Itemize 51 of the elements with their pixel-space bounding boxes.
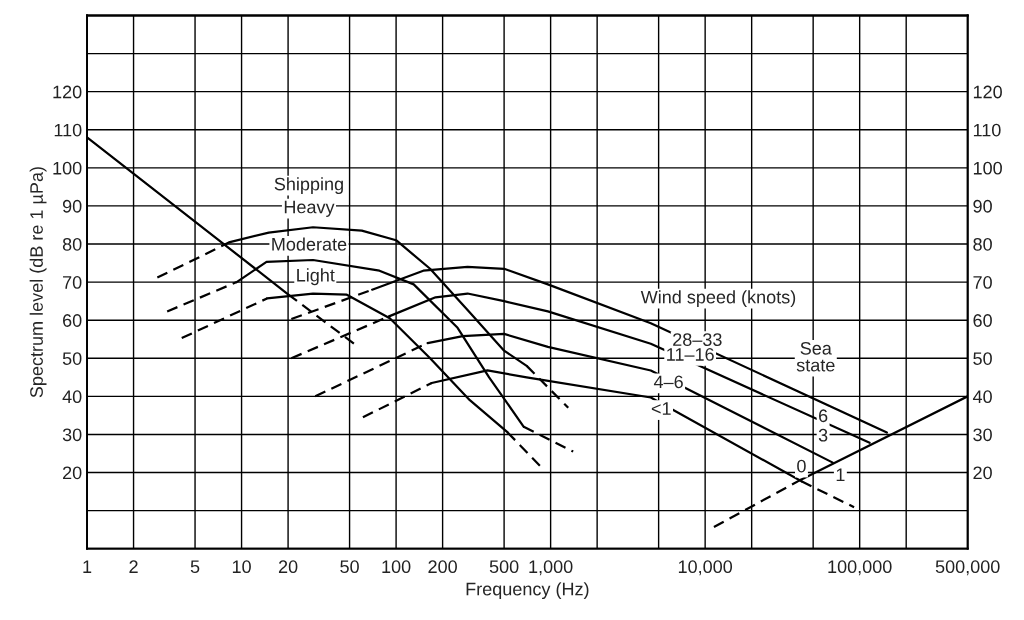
annotation: 6 xyxy=(819,409,828,423)
y-tick-label: 70 xyxy=(63,276,82,289)
y2-tick-label: 30 xyxy=(973,428,992,442)
y2-tick-label: 60 xyxy=(973,314,992,327)
x-tick-label: 200 xyxy=(428,560,457,574)
y-tick-label: 110 xyxy=(54,123,82,137)
x-tick-label: 10 xyxy=(232,560,251,574)
y-tick-label: 80 xyxy=(62,237,82,251)
y-tick-label: 40 xyxy=(62,390,82,404)
x-tick-label: 1 xyxy=(83,560,92,573)
annotation: 28–33 xyxy=(673,333,722,346)
x-tick-label: 50 xyxy=(340,560,359,574)
y2-tick-label: 40 xyxy=(972,390,992,404)
annotation: 3 xyxy=(818,428,828,442)
x-tick-label: 100,000 xyxy=(828,560,892,576)
x-tick-label: 100 xyxy=(382,560,411,574)
y-tick-label: 100 xyxy=(53,161,82,175)
x-tick-label: 500,000 xyxy=(935,560,1000,576)
x-tick-label: 1,000 xyxy=(529,560,573,576)
y2-tick-label: 100 xyxy=(973,161,1002,175)
annotation: 11–16 xyxy=(667,348,714,361)
x-axis-title: Frequency (Hz) xyxy=(466,582,589,600)
y2-tick-label: 110 xyxy=(973,123,1001,137)
annotation: Moderate xyxy=(272,237,347,251)
annotation: Shipping xyxy=(274,177,343,195)
x-tick-label: 5 xyxy=(190,560,200,574)
annotation: Heavy xyxy=(284,200,335,217)
x-tick-label: 20 xyxy=(278,560,298,574)
annotation: 0 xyxy=(797,459,806,473)
annotation: <1 xyxy=(651,402,671,415)
x-tick-label: 10,000 xyxy=(678,560,733,576)
y2-tick-label: 50 xyxy=(973,352,992,365)
y2-tick-label: 80 xyxy=(973,237,992,251)
annotation: Light xyxy=(297,268,335,286)
y2-tick-label: 70 xyxy=(973,276,992,289)
y-tick-label: 20 xyxy=(63,466,82,480)
y-tick-label: 30 xyxy=(62,428,82,442)
y-tick-label: 50 xyxy=(62,352,82,365)
y2-tick-label: 120 xyxy=(973,85,1002,99)
y2-tick-label: 20 xyxy=(973,466,992,480)
x-tick-label: 2 xyxy=(129,560,138,573)
annotation: 1 xyxy=(836,468,845,482)
y2-tick-label: 90 xyxy=(973,199,992,213)
annotation: 4–6 xyxy=(653,375,683,389)
y-tick-label: 60 xyxy=(63,314,82,327)
x-tick-label: 500 xyxy=(489,560,519,574)
annotation: Wind speed (knots) xyxy=(640,290,796,308)
y-axis-title: Spectrum level (dB re 1 µPa) xyxy=(29,167,47,398)
y-tick-label: 120 xyxy=(53,85,82,99)
y-tick-label: 90 xyxy=(62,199,82,213)
annotation: Sea state xyxy=(796,341,835,372)
